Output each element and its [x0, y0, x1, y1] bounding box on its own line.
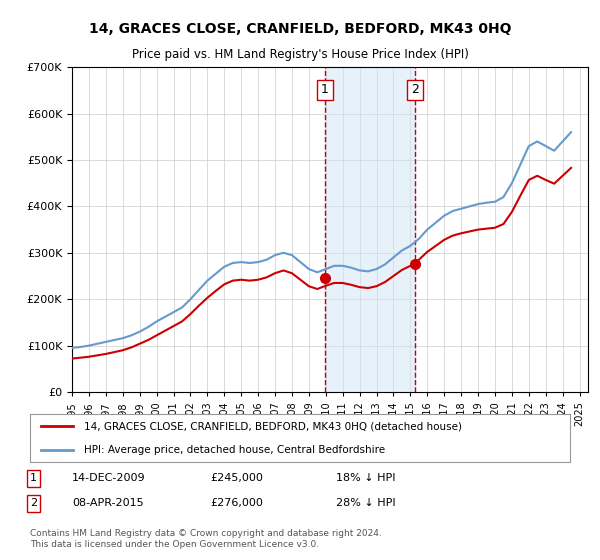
Bar [325, 67, 415, 392]
Text: Price paid vs. HM Land Registry's House Price Index (HPI): Price paid vs. HM Land Registry's House … [131, 48, 469, 60]
Text: 1: 1 [30, 473, 37, 483]
Text: 2: 2 [411, 83, 419, 96]
Text: 14, GRACES CLOSE, CRANFIELD, BEDFORD, MK43 0HQ: 14, GRACES CLOSE, CRANFIELD, BEDFORD, MK… [89, 22, 511, 36]
Text: 1: 1 [321, 83, 329, 96]
Text: 08-APR-2015: 08-APR-2015 [72, 498, 143, 508]
Text: HPI: Average price, detached house, Central Bedfordshire: HPI: Average price, detached house, Cent… [84, 445, 385, 455]
Text: 18% ↓ HPI: 18% ↓ HPI [336, 473, 395, 483]
Text: 14-DEC-2009: 14-DEC-2009 [72, 473, 146, 483]
Text: 28% ↓ HPI: 28% ↓ HPI [336, 498, 395, 508]
Text: 2: 2 [30, 498, 37, 508]
Text: £245,000: £245,000 [210, 473, 263, 483]
Text: 14, GRACES CLOSE, CRANFIELD, BEDFORD, MK43 0HQ (detached house): 14, GRACES CLOSE, CRANFIELD, BEDFORD, MK… [84, 421, 462, 431]
Text: Contains HM Land Registry data © Crown copyright and database right 2024.
This d: Contains HM Land Registry data © Crown c… [30, 529, 382, 549]
Text: £276,000: £276,000 [210, 498, 263, 508]
